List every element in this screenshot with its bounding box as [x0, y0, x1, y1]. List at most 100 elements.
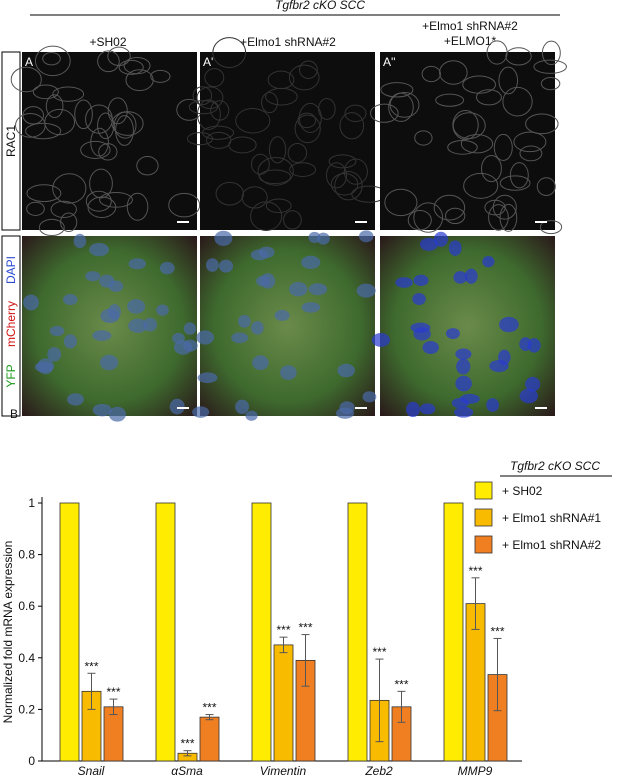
nucleus [73, 233, 87, 249]
cell-outline [283, 210, 302, 230]
nucleus [356, 283, 376, 298]
nucleus [256, 275, 271, 287]
cell-outline [215, 181, 244, 206]
cell-outline [433, 194, 466, 221]
cell-outline [201, 125, 235, 140]
header: Tgfbr2 cKO SCC [275, 0, 365, 12]
bar [155, 502, 176, 762]
cell-outline [80, 140, 111, 159]
cell-outline [384, 188, 418, 217]
cell-outline [196, 86, 224, 109]
cell-outline [150, 69, 171, 83]
bar [59, 502, 80, 762]
nucleus [182, 339, 198, 352]
cell-outline [261, 91, 279, 114]
cell-outline [541, 40, 561, 66]
cell-outline [265, 198, 292, 214]
nucleus [519, 388, 539, 404]
nucleus [406, 401, 420, 418]
column-label: +Elmo1 shRNA#2 [240, 35, 336, 49]
cell-outline [188, 100, 219, 115]
cell-outline [235, 108, 271, 134]
cell-outline [389, 91, 420, 118]
column-label: +SH02 [89, 35, 126, 49]
cell-outline [60, 212, 78, 232]
nucleus [63, 334, 77, 349]
micrographs: RAC1 YFP mCherry DAPI [1, 51, 21, 417]
nucleus [422, 341, 439, 354]
nucleus [128, 318, 148, 333]
cell-outline [107, 97, 128, 125]
nucleus [358, 230, 374, 243]
cell-outline [97, 50, 120, 73]
cell-outline [52, 173, 87, 204]
nucleus [218, 259, 234, 273]
bar [251, 502, 272, 762]
nucleus [499, 316, 519, 333]
cell-outline [460, 134, 494, 154]
nucleus [89, 242, 109, 257]
cell-outline [513, 131, 547, 153]
cell-outline [505, 47, 532, 66]
nucleus [453, 406, 474, 418]
legend-swatch [474, 508, 493, 527]
cell-outline [288, 64, 320, 91]
cell-outline [499, 175, 531, 191]
cell-outline [99, 192, 133, 208]
bar [199, 716, 220, 762]
bar [443, 502, 464, 762]
cell-outline [250, 153, 270, 175]
cell-outline [26, 184, 62, 203]
cell-outline [481, 154, 502, 183]
cell-outline [452, 109, 479, 140]
nucleus [143, 317, 158, 332]
column-label: +ELMO1* [444, 34, 497, 48]
nucleus [289, 281, 308, 297]
nucleus [214, 230, 233, 246]
nucleus [525, 376, 541, 392]
cell-outline [299, 60, 318, 79]
cell-outline [268, 136, 287, 164]
legend-swatch [474, 535, 493, 554]
x-tick-label: MMP9 [458, 764, 493, 778]
cell-outline [318, 97, 336, 120]
nucleus [482, 256, 495, 268]
cell-outline [265, 87, 298, 106]
cell-outline [289, 162, 317, 177]
cell-outline [97, 112, 115, 140]
nucleus [252, 355, 269, 371]
significance: *** [180, 737, 194, 751]
nucleus [339, 401, 355, 415]
nucleus [274, 309, 290, 321]
cell-outline [287, 142, 308, 163]
row-label: DAPI [4, 256, 18, 284]
significance: *** [490, 624, 504, 638]
nucleus [108, 406, 126, 422]
significance: *** [298, 621, 312, 635]
row-label: mCherry [4, 301, 18, 347]
cell-outline [34, 45, 71, 77]
nucleus [47, 347, 62, 362]
cell-outline [115, 115, 134, 146]
cell-outline [38, 218, 65, 237]
legend-swatch [474, 481, 493, 500]
cell-outline [463, 172, 499, 199]
nucleus [337, 363, 355, 378]
cell-outline [492, 194, 517, 220]
nucleus [85, 271, 101, 282]
cell-outline [196, 99, 221, 130]
cell-outline [499, 203, 518, 232]
nucleus [433, 231, 448, 247]
cell-outline [44, 108, 76, 136]
nucleus [183, 322, 197, 335]
nucleus [192, 406, 210, 418]
column-label: +Elmo1 shRNA#2 [422, 19, 518, 33]
panel-label: A [25, 55, 33, 69]
nucleus [251, 321, 264, 335]
cell-outline [509, 162, 529, 189]
significance: *** [372, 645, 386, 659]
cell-outline [212, 37, 247, 68]
nucleus [196, 330, 214, 345]
cell-outline [168, 192, 201, 218]
cell-outline [204, 68, 225, 88]
